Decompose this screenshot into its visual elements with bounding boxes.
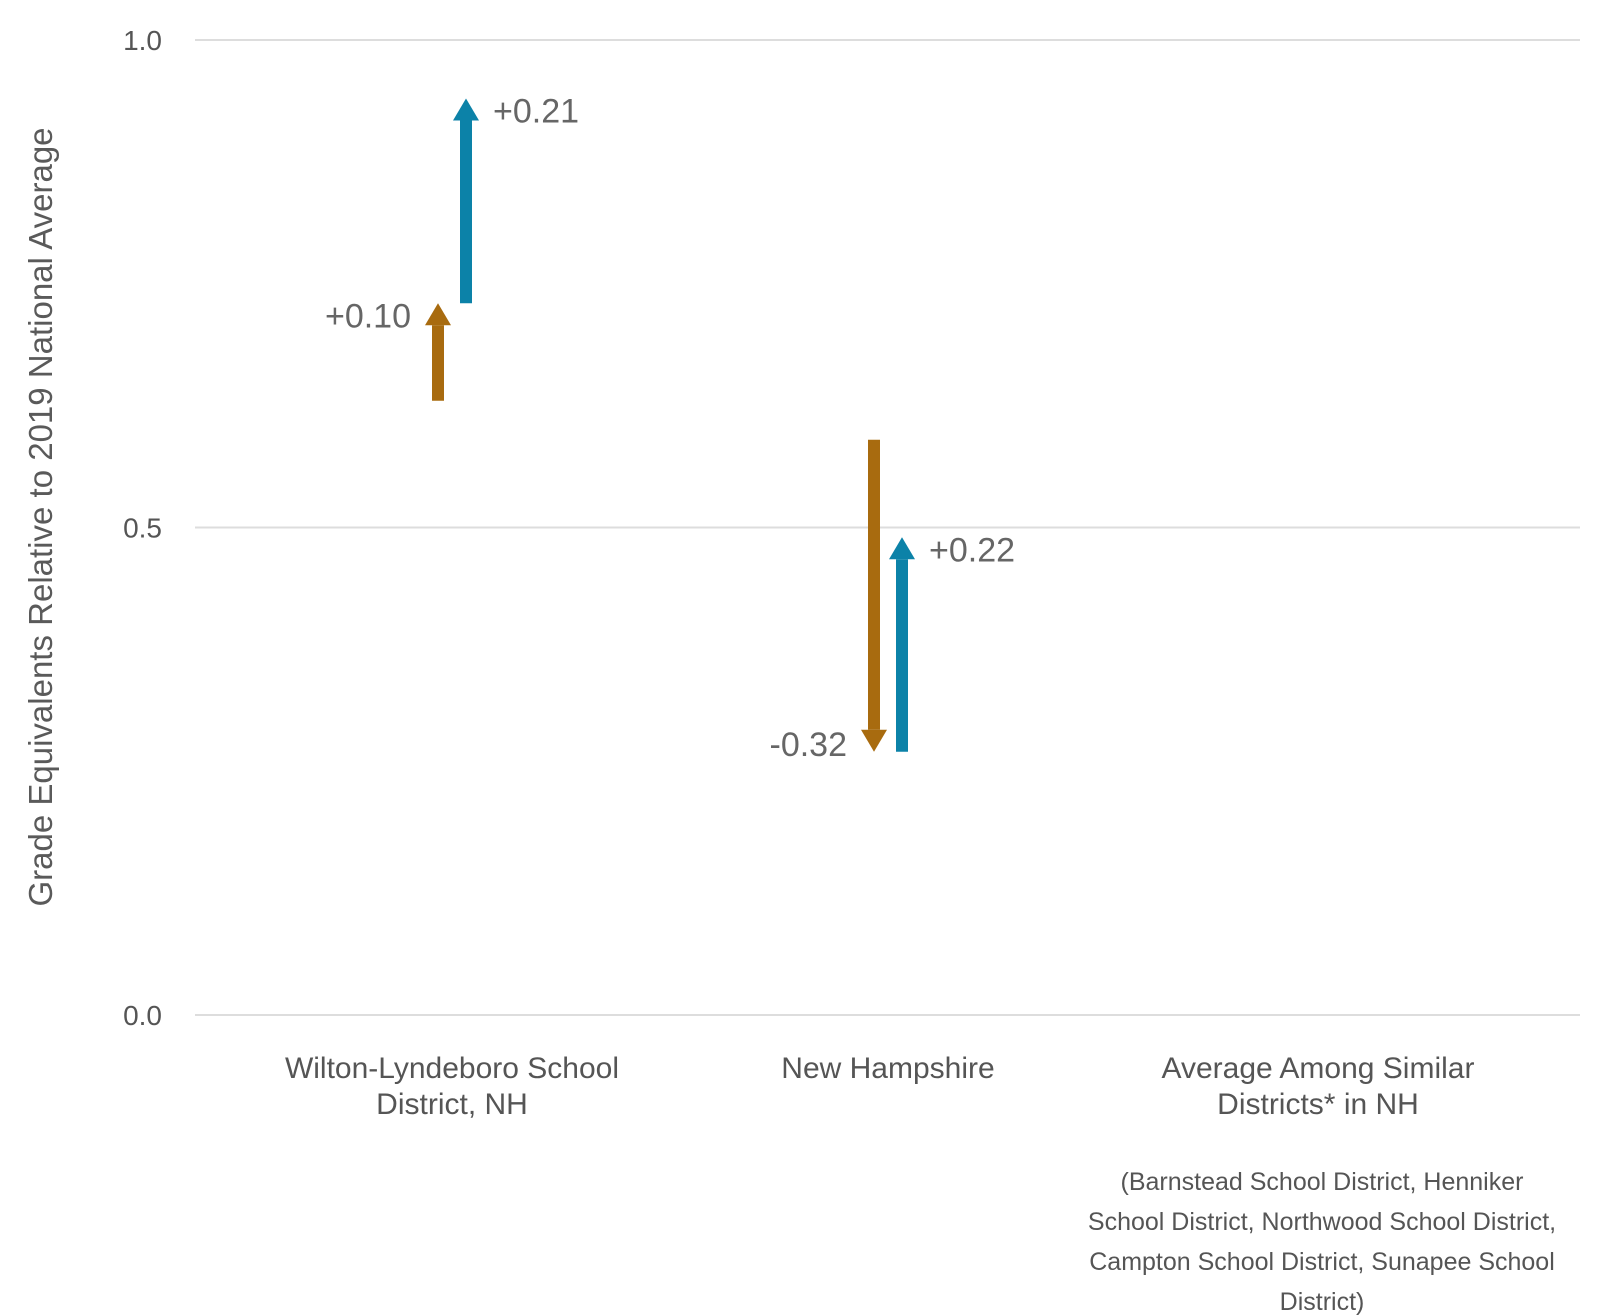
arrow-head xyxy=(425,303,451,326)
category-label-1: New Hampshire xyxy=(781,1052,994,1085)
category-label-0: District, NH xyxy=(376,1088,528,1121)
y-tick-label: 0.5 xyxy=(123,513,162,544)
arrow-shaft xyxy=(432,325,444,401)
data-label-series-1-1: -0.32 xyxy=(770,726,848,764)
y-tick-label: 0.0 xyxy=(123,1000,162,1031)
data-labels: +0.10 -0.32 +0.21 +0.22 xyxy=(325,93,1015,764)
arrow-shaft xyxy=(460,120,472,304)
category-note-2: Campton School District, Sunapee School xyxy=(1089,1248,1555,1276)
arrow-series-1-1 xyxy=(861,439,887,752)
category-label-0: Wilton-Lyndeboro School xyxy=(285,1052,619,1085)
y-tick-label: 1.0 xyxy=(123,25,162,56)
y-axis-ticks: 0.0 0.5 1.0 xyxy=(123,25,162,1031)
category-label-2: Districts* in NH xyxy=(1217,1088,1419,1121)
category-label-2: Average Among Similar xyxy=(1162,1052,1475,1085)
arrow-shaft xyxy=(868,439,880,730)
category-note-2: School District, Northwood School Distri… xyxy=(1088,1208,1556,1236)
gridlines xyxy=(195,39,1580,1016)
arrow-series-2-0 xyxy=(453,98,479,304)
category-note-2: District) xyxy=(1280,1288,1365,1315)
data-label-series-1-0: +0.10 xyxy=(325,297,411,335)
arrows xyxy=(425,98,915,752)
arrow-shaft xyxy=(896,559,908,752)
arrow-series-2-1 xyxy=(889,537,915,752)
y-axis-label: Grade Equivalents Relative to 2019 Natio… xyxy=(22,127,59,906)
data-label-series-2-0: +0.21 xyxy=(493,93,579,131)
data-label-series-2-1: +0.22 xyxy=(929,531,1015,569)
category-note-2: (Barnstead School District, Henniker xyxy=(1121,1168,1524,1196)
arrow-head xyxy=(453,98,479,121)
arrow-head xyxy=(861,729,887,752)
arrow-series-1-0 xyxy=(425,303,451,401)
arrow-head xyxy=(889,537,915,560)
